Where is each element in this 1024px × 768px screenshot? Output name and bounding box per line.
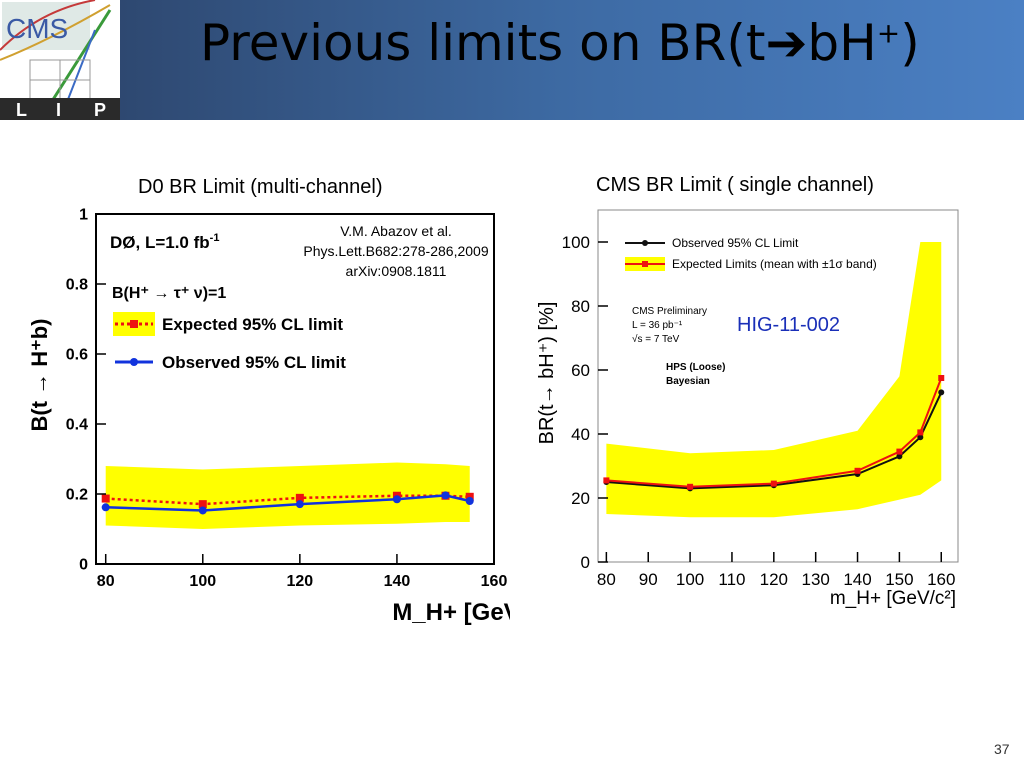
d0-point-s0: [198, 500, 207, 509]
cms-y-tick-label: 20: [571, 489, 590, 508]
cms-info-line: L = 36 pb⁻¹: [632, 320, 683, 331]
hig-reference-note: HIG-11-002: [737, 314, 841, 336]
d0-y-tick-label: 1: [79, 207, 88, 224]
cms-x-tick-label: 120: [760, 570, 788, 589]
cms-lip-logo: CMS L I P: [0, 0, 120, 120]
d0-point-s0: [465, 492, 474, 501]
lip-letter: I: [56, 100, 61, 120]
cms-x-tick-label: 110: [718, 570, 745, 589]
d0-point-s1: [392, 495, 401, 504]
title-close: ): [900, 14, 920, 72]
d0-legend-expected-label: Expected 95% CL limit: [162, 315, 343, 334]
d0-y-axis-title: B(t → H⁺b): [27, 318, 52, 431]
cms-x-axis-title: m_H+ [GeV/c²]: [830, 588, 956, 609]
d0-experiment-label: DØ, L=1.0 fb-1: [110, 232, 219, 252]
d0-process-label: B(H⁺ → τ⁺ ν)=1: [112, 285, 226, 302]
d0-point-s1: [441, 491, 450, 500]
cms-point-s1: [896, 448, 903, 455]
d0-sigma-band: [105, 462, 470, 529]
cms-x-tick-label: 160: [927, 570, 955, 589]
cms-y-tick-label: 100: [562, 233, 590, 252]
d0-x-tick-label: 80: [97, 573, 115, 590]
cms-x-tick-label: 140: [843, 570, 871, 589]
cms-method-line: Bayesian: [666, 376, 710, 387]
cms-info-line: CMS Preliminary: [632, 306, 707, 317]
d0-y-tick-label: 0: [79, 557, 88, 574]
cms-y-axis-title: BR(t→ bH⁺) [%]: [536, 302, 558, 445]
cms-y-tick-label: 0: [581, 553, 590, 572]
title-arrow-icon: ➔: [765, 14, 808, 72]
cms-x-tick-label: 130: [801, 570, 829, 589]
title-sup: +: [876, 16, 901, 50]
cms-point-s0: [917, 434, 924, 441]
d0-series-line-1: [105, 494, 471, 512]
cms-point-s1: [687, 483, 694, 490]
cms-y-tick-label: 40: [571, 425, 590, 444]
left-plot-caption: D0 BR Limit (multi-channel): [138, 176, 383, 198]
d0-legend-observed-label: Observed 95% CL limit: [162, 353, 346, 372]
cms-point-s1: [917, 429, 924, 436]
right-plot-caption: CMS BR Limit ( single channel): [596, 174, 874, 196]
d0-limit-chart: 0 0.2 0.4 0.6 0.8 1 80 100 120 140 160 DØ, L=1.0 f…: [27, 207, 510, 626]
d0-point-s0: [101, 494, 110, 503]
cms-sigma-band: [606, 242, 942, 518]
d0-point-s0: [295, 493, 304, 502]
cms-legend-observed-label: Observed 95% CL Limit: [672, 236, 799, 250]
cms-point-s0: [938, 389, 945, 396]
title-tail: bH: [807, 14, 877, 72]
cms-method-line: HPS (Loose): [666, 362, 725, 373]
title-text: Previous limits on BR(t: [200, 14, 766, 72]
cms-x-tick-label: 90: [639, 570, 658, 589]
cms-point-s1: [770, 480, 777, 487]
cms-point-s1: [603, 477, 610, 484]
cms-point-s0: [896, 453, 903, 460]
d0-point-s1: [295, 500, 304, 509]
d0-x-tick-label: 140: [384, 573, 411, 590]
d0-x-tick-label: 120: [287, 573, 314, 590]
cms-x-tick-label: 100: [676, 570, 704, 589]
page-number: 37: [994, 741, 1010, 757]
cms-point-s1: [854, 467, 861, 474]
title-bar: CMS L I P Previous limits on BR(t➔bH+): [0, 0, 1024, 120]
slide-title: Previous limits on BR(t➔bH+): [200, 14, 920, 72]
cms-legend-expected-marker: [642, 261, 648, 267]
cms-logo-text: CMS: [6, 13, 68, 44]
d0-point-s1: [465, 497, 474, 505]
d0-y-tick-label: 0.6: [66, 347, 88, 364]
cms-point-s1: [938, 375, 945, 381]
d0-reference-line: arXiv:0908.1811: [346, 263, 447, 279]
d0-x-axis-title: M_H+ [GeV]: [392, 599, 510, 626]
cms-x-tick-label: 80: [597, 570, 616, 589]
d0-point-s1: [101, 503, 110, 512]
d0-y-tick-label: 0.2: [66, 487, 88, 504]
d0-x-tick-label: 100: [189, 573, 216, 590]
cms-info-line: √s = 7 TeV: [632, 333, 680, 345]
d0-reference-line: Phys.Lett.B682:278-286,2009: [303, 243, 488, 259]
cms-legend-expected-label: Expected Limits (mean with ±1σ band): [672, 257, 877, 271]
cms-y-tick-label: 60: [571, 361, 590, 380]
d0-y-tick-label: 0.8: [66, 277, 88, 294]
d0-legend-observed-marker: [130, 358, 138, 366]
cms-legend-observed-marker: [642, 240, 648, 246]
lip-letter: L: [16, 100, 27, 120]
d0-point-s1: [198, 506, 207, 515]
cms-limit-chart: 0 20 40 60 80 100 80 90 100 110 120 130 140 150 160 Ob…: [536, 209, 959, 609]
d0-x-tick-label: 160: [481, 573, 508, 590]
d0-reference-line: V.M. Abazov et al.: [340, 223, 452, 239]
lip-letter: P: [94, 100, 106, 120]
d0-y-tick-label: 0.4: [66, 417, 88, 434]
cms-y-tick-label: 80: [571, 297, 590, 316]
d0-legend-expected-marker: [130, 320, 138, 328]
cms-x-tick-label: 150: [885, 570, 913, 589]
